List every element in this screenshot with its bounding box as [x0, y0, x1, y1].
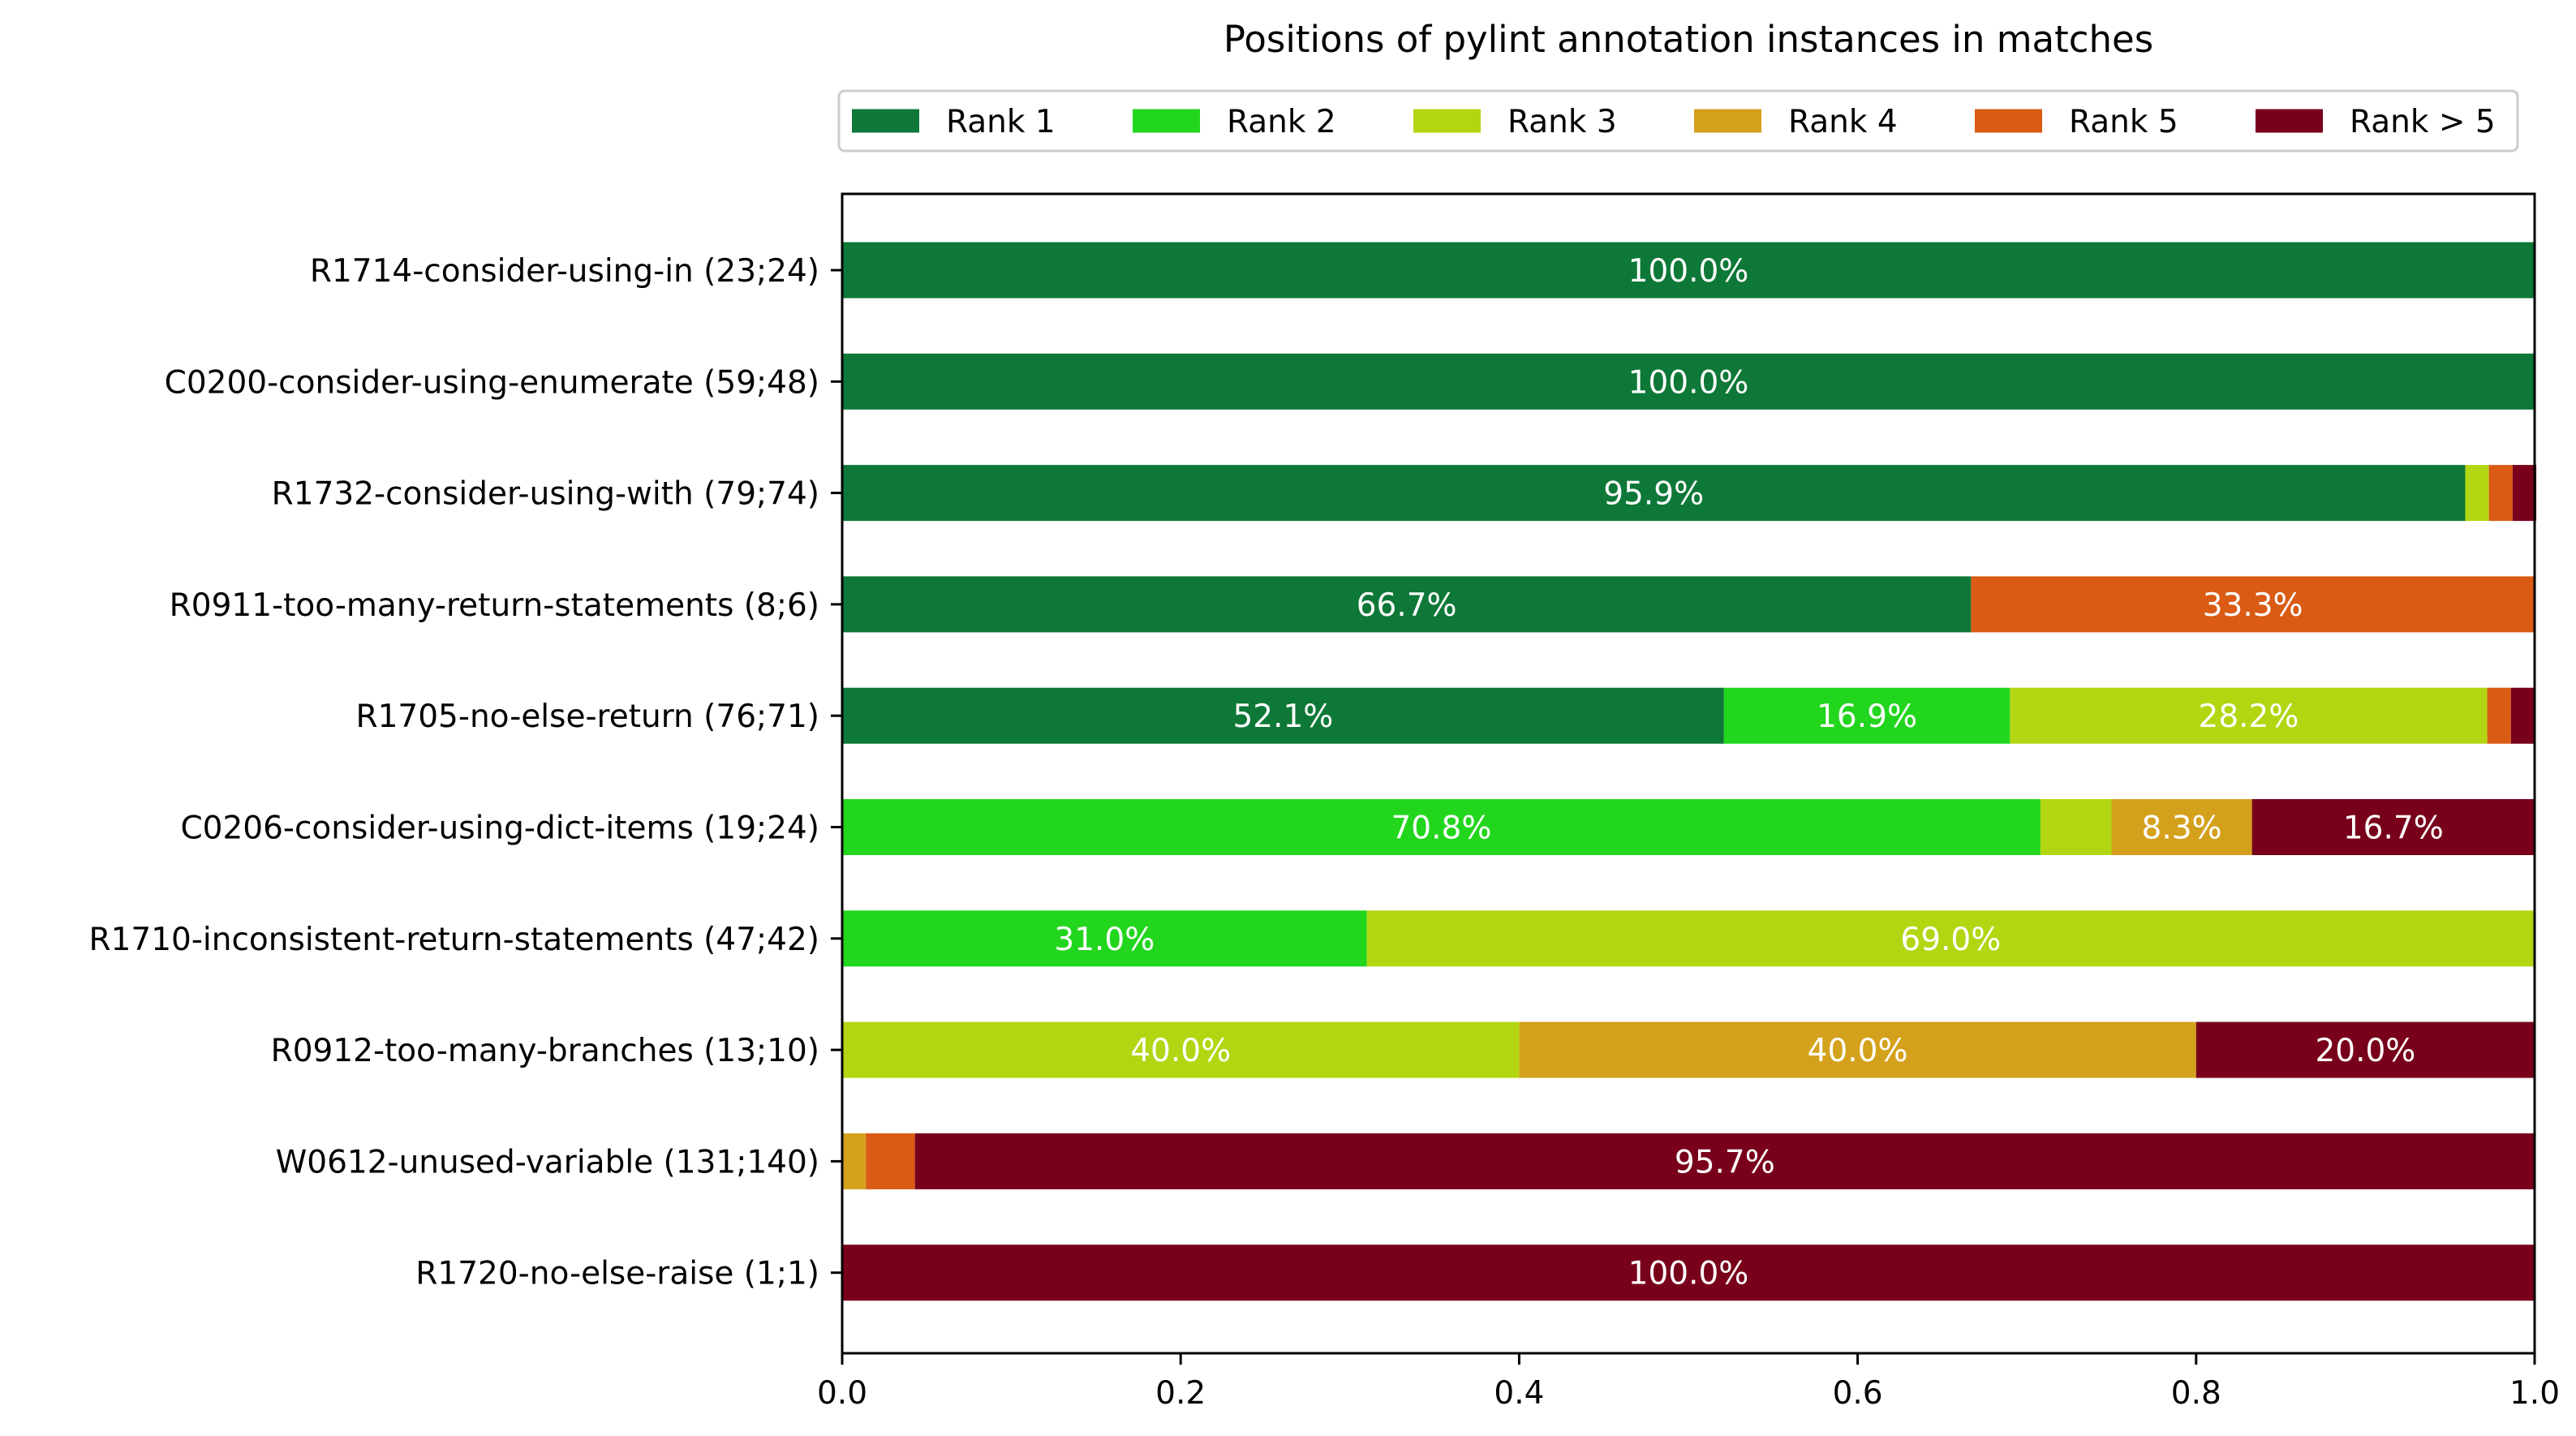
legend-label: Rank 2	[1227, 104, 1336, 140]
bar-segment	[2251, 799, 2535, 855]
legend-swatch	[852, 109, 919, 133]
bar-segment	[842, 576, 1972, 633]
bar-segment	[1723, 687, 2010, 744]
bar-value-label: 95.7%	[1675, 1144, 1775, 1180]
bar-segment	[842, 1133, 867, 1189]
legend-swatch	[1975, 109, 2042, 133]
bar-segment	[2040, 799, 2112, 855]
bar-segment	[842, 799, 2041, 855]
chart-title: Positions of pylint annotation instances…	[1223, 18, 2153, 61]
bar-value-label: 69.0%	[1900, 922, 2001, 958]
bar-segment	[842, 687, 1724, 744]
bar-segment	[2488, 465, 2513, 522]
y-tick-label: R0911-too-many-return-statements (8;6)	[170, 587, 819, 624]
bars-layer	[842, 242, 2537, 1301]
bar-value-label: 70.8%	[1391, 810, 1491, 847]
bar-segment	[2111, 799, 2252, 855]
bar-segment	[866, 1133, 915, 1189]
bar-segment	[2487, 687, 2511, 744]
legend-label: Rank 5	[2069, 104, 2178, 140]
plot-frame	[841, 192, 2536, 1355]
bar-value-label: 28.2%	[2199, 699, 2299, 735]
legend-label: Rank 4	[1788, 104, 1898, 140]
bar-segment	[842, 1245, 2535, 1301]
bar-value-label: 31.0%	[1054, 922, 1155, 958]
bar-segment	[914, 1133, 2535, 1189]
legend-swatch	[1694, 109, 1761, 133]
bar-segment	[842, 1021, 1520, 1078]
legend-label: Rank 1	[946, 104, 1056, 140]
y-tick-label: R1720-no-else-raise (1;1)	[415, 1256, 819, 1292]
bar-value-label: 66.7%	[1357, 587, 1457, 624]
legend-swatch	[2256, 109, 2323, 133]
bar-value-label: 40.0%	[1808, 1033, 1908, 1069]
bar-value-label: 20.0%	[2315, 1033, 2415, 1069]
legend-label: Rank > 5	[2350, 104, 2496, 140]
bar-segment	[1366, 910, 2535, 967]
bar-segment	[842, 353, 2535, 410]
bar-segment	[1971, 576, 2535, 633]
y-tick-label: C0200-consider-using-enumerate (59;48)	[165, 364, 819, 401]
bar-value-labels: 100.0% 100.0% 95.9% 66.7% 33.3% 52.1% 16.9% 28.…	[1054, 253, 2443, 1292]
bar-segment	[842, 465, 2466, 522]
y-tick-label: R1710-inconsistent-return-statements (47…	[89, 922, 820, 958]
bar-segment	[2195, 1021, 2535, 1078]
bar-value-label: 16.7%	[2343, 810, 2444, 847]
y-tick-label: W0612-unused-variable (131;140)	[276, 1144, 819, 1180]
bar-segment	[2465, 465, 2489, 522]
bar-value-label: 40.0%	[1130, 1033, 1231, 1069]
x-tick-label: 0.6	[1833, 1375, 1883, 1412]
x-axis: 0.0 0.2 0.4 0.6 0.8 1.0	[817, 1353, 2560, 1412]
bar-segment	[2510, 687, 2535, 744]
bar-value-label: 100.0%	[1628, 253, 1749, 290]
x-tick-label: 0.2	[1155, 1375, 1206, 1412]
x-tick-label: 0.0	[817, 1375, 867, 1412]
bar-value-label: 100.0%	[1628, 1256, 1749, 1292]
y-axis: R1714-consider-using-in (23;24) C0200-con…	[89, 253, 842, 1292]
x-tick-label: 0.8	[2171, 1375, 2221, 1412]
x-tick-label: 1.0	[2509, 1375, 2560, 1412]
legend-label: Rank 3	[1507, 104, 1617, 140]
bar-value-label: 33.3%	[2203, 587, 2303, 624]
legend: Rank 1 Rank 2 Rank 3 Rank 4 Rank 5 Rank > 5	[837, 89, 2519, 153]
bar-value-label: 8.3%	[2142, 810, 2222, 847]
y-tick-label: R0912-too-many-branches (13;10)	[271, 1033, 819, 1069]
bar-segment	[842, 242, 2535, 299]
y-tick-label: R1705-no-else-return (76;71)	[356, 699, 819, 735]
y-tick-label: R1714-consider-using-in (23;24)	[310, 253, 819, 290]
y-tick-label: R1732-consider-using-with (79;74)	[272, 476, 819, 513]
bar-segment	[2010, 687, 2488, 744]
bar-segment	[842, 910, 1367, 967]
bar-value-label: 95.9%	[1603, 476, 1704, 513]
bar-value-label: 100.0%	[1628, 364, 1749, 401]
bar-value-label: 52.1%	[1232, 699, 1333, 735]
y-tick-label: C0206-consider-using-dict-items (19;24)	[180, 810, 819, 847]
x-tick-label: 0.4	[1494, 1375, 1544, 1412]
legend-swatch	[1133, 109, 1200, 133]
legend-swatch	[1413, 109, 1481, 133]
bar-segment	[1519, 1021, 2196, 1078]
bar-value-label: 16.9%	[1817, 699, 1917, 735]
legend-frame	[837, 89, 2519, 153]
bar-segment	[2512, 465, 2537, 522]
